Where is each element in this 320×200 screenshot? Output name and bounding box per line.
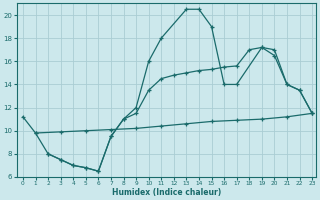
X-axis label: Humidex (Indice chaleur): Humidex (Indice chaleur) [112,188,221,197]
